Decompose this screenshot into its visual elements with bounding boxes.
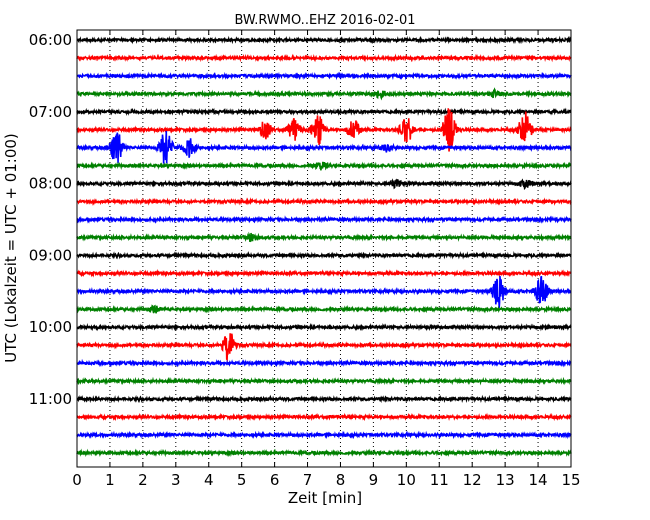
trace-line	[76, 107, 572, 117]
grid-lines	[109, 30, 539, 467]
y-tick-label: 09:00	[29, 246, 72, 264]
x-tick-label: 11	[430, 471, 449, 489]
x-tick-label: 14	[529, 471, 548, 489]
trace-line	[76, 448, 572, 458]
x-axis-label: Zeit [min]	[288, 489, 362, 507]
trace-line	[76, 197, 572, 206]
x-tick-label: 4	[204, 471, 214, 489]
trace-line	[76, 231, 572, 243]
trace-line	[76, 35, 572, 45]
trace-line	[76, 161, 572, 171]
trace-line	[76, 430, 572, 440]
x-tick-label: 9	[369, 471, 379, 489]
y-tick-label: 08:00	[29, 175, 72, 193]
trace-line	[76, 358, 572, 368]
trace-line	[76, 250, 572, 260]
x-tick-label: 6	[270, 471, 280, 489]
x-tick-label: 15	[561, 471, 580, 489]
x-tick-label: 13	[496, 471, 515, 489]
chart-title: BW.RWMO..EHZ 2016-02-01	[234, 13, 415, 28]
trace-line	[76, 394, 572, 404]
x-tick-label: 3	[171, 471, 181, 489]
y-tick-label: 11:00	[29, 390, 72, 408]
x-tick-label: 1	[105, 471, 115, 489]
x-tick-label: 0	[72, 471, 82, 489]
trace-line	[76, 71, 572, 81]
trace-line	[76, 275, 572, 308]
y-axis-label: UTC (Lokalzeit = UTC + 01:00)	[2, 133, 20, 363]
trace-line	[76, 87, 572, 101]
y-axis-ticks: 06:00 07:00 08:00 09:00 10:00 11:00	[29, 31, 571, 408]
trace-line	[76, 215, 572, 224]
y-tick-label: 10:00	[29, 318, 72, 336]
trace-line	[76, 304, 572, 314]
trace-line	[76, 108, 572, 152]
trace-line	[76, 268, 572, 278]
trace-line	[76, 322, 572, 332]
seismic-traces	[76, 35, 572, 458]
trace-line	[76, 412, 572, 422]
x-axis-ticks: 0 1 2 3 4 5 6 7 8 9 10 11 12 13 14 15	[72, 30, 581, 489]
trace-line	[76, 376, 572, 386]
trace-line	[76, 333, 572, 362]
x-tick-label: 8	[336, 471, 346, 489]
plot-frame	[76, 29, 572, 468]
y-tick-label: 06:00	[29, 31, 72, 49]
x-tick-label: 2	[138, 471, 148, 489]
x-tick-label: 10	[397, 471, 416, 489]
y-tick-label: 07:00	[29, 103, 72, 121]
x-tick-label: 5	[237, 471, 247, 489]
trace-line	[76, 130, 572, 164]
x-tick-label: 7	[303, 471, 313, 489]
trace-line	[76, 53, 572, 63]
trace-line	[76, 178, 572, 191]
x-tick-label: 12	[463, 471, 482, 489]
